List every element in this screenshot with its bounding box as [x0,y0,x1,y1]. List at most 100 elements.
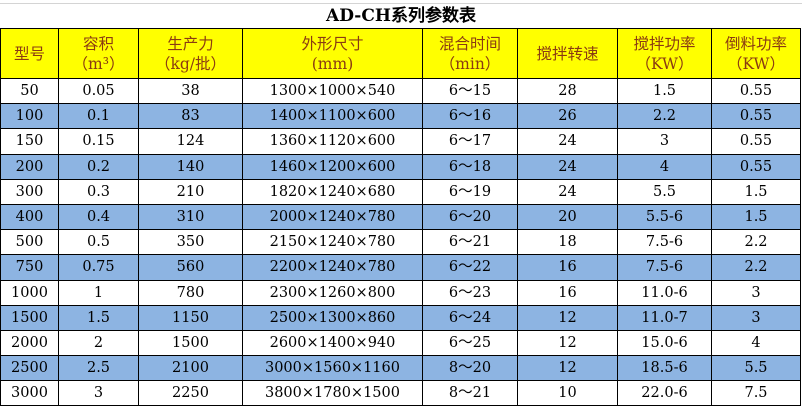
cell-mixing-time[interactable]: 6～15 [422,77,518,105]
cell-stir-power[interactable]: 11.0-6 [617,279,712,306]
cell-model[interactable]: 2000 [0,329,59,357]
cell-model[interactable]: 750 [0,254,59,281]
cell-stir-power[interactable]: 4 [617,153,712,180]
cell-discharge-power[interactable]: 3 [711,304,801,331]
cell-volume[interactable]: 0.75 [58,254,139,281]
cell-volume[interactable]: 0.4 [58,203,139,231]
cell-capacity[interactable]: 210 [138,178,243,205]
cell-volume[interactable]: 2.5 [58,355,139,382]
cell-volume[interactable]: 2 [58,329,139,357]
cell-stir-speed[interactable]: 24 [517,153,618,180]
cell-discharge-power[interactable]: 0.55 [711,103,801,130]
cell-mixing-time[interactable]: 6～17 [422,128,518,155]
cell-capacity[interactable]: 2100 [138,355,243,382]
cell-stir-speed[interactable]: 20 [517,203,618,231]
cell-model[interactable]: 2500 [0,355,59,382]
cell-stir-power[interactable]: 2.2 [617,103,712,130]
cell-mixing-time[interactable]: 6～19 [422,178,518,205]
cell-capacity[interactable]: 124 [138,128,243,155]
cell-stir-speed[interactable]: 12 [517,355,618,382]
cell-dimensions[interactable]: 2500×1300×860 [242,304,423,331]
cell-stir-speed[interactable]: 16 [517,254,618,281]
cell-stir-speed[interactable]: 10 [517,380,618,407]
cell-dimensions[interactable]: 1820×1240×680 [242,178,423,205]
cell-stir-power[interactable]: 3 [617,128,712,155]
cell-stir-speed[interactable]: 26 [517,103,618,130]
cell-stir-speed[interactable]: 12 [517,329,618,357]
cell-dimensions[interactable]: 2200×1240×780 [242,254,423,281]
cell-model[interactable]: 150 [0,128,59,155]
cell-mixing-time[interactable]: 6～21 [422,229,518,256]
cell-stir-speed[interactable]: 18 [517,229,618,256]
cell-dimensions[interactable]: 2300×1260×800 [242,279,423,306]
cell-capacity[interactable]: 1500 [138,329,243,357]
header-dimensions[interactable]: 外形尺寸 (mm) [242,28,423,79]
cell-stir-power[interactable]: 7.5-6 [617,254,712,281]
cell-dimensions[interactable]: 1360×1120×600 [242,128,423,155]
cell-stir-power[interactable]: 5.5 [617,178,712,205]
cell-capacity[interactable]: 780 [138,279,243,306]
cell-model[interactable]: 1500 [0,304,59,331]
cell-volume[interactable]: 0.15 [58,128,139,155]
cell-volume[interactable]: 0.3 [58,178,139,205]
cell-mixing-time[interactable]: 8～20 [422,355,518,382]
cell-stir-power[interactable]: 18.5-6 [617,355,712,382]
cell-discharge-power[interactable]: 0.55 [711,153,801,180]
cell-stir-power[interactable]: 1.5 [617,77,712,105]
cell-volume[interactable]: 0.1 [58,103,139,130]
cell-stir-speed[interactable]: 28 [517,77,618,105]
cell-mixing-time[interactable]: 6～20 [422,203,518,231]
cell-discharge-power[interactable]: 7.5 [711,380,801,407]
cell-mixing-time[interactable]: 6～18 [422,153,518,180]
cell-dimensions[interactable]: 2600×1400×940 [242,329,423,357]
cell-mixing-time[interactable]: 8～21 [422,380,518,407]
cell-model[interactable]: 50 [0,77,59,105]
cell-capacity[interactable]: 1150 [138,304,243,331]
header-stir-power[interactable]: 搅拌功率 （KW） [617,28,712,79]
cell-model[interactable]: 3000 [0,380,59,407]
cell-volume[interactable]: 1 [58,279,139,306]
header-stir-speed[interactable]: 搅拌转速 [517,28,618,79]
cell-mixing-time[interactable]: 6～22 [422,254,518,281]
cell-capacity[interactable]: 310 [138,203,243,231]
cell-discharge-power[interactable]: 5.5 [711,355,801,382]
cell-mixing-time[interactable]: 6～24 [422,304,518,331]
cell-dimensions[interactable]: 3800×1780×1500 [242,380,423,407]
cell-stir-speed[interactable]: 12 [517,304,618,331]
header-model[interactable]: 型号 [0,28,59,79]
cell-dimensions[interactable]: 2150×1240×780 [242,229,423,256]
cell-capacity[interactable]: 2250 [138,380,243,407]
cell-discharge-power[interactable]: 0.55 [711,128,801,155]
cell-model[interactable]: 100 [0,103,59,130]
cell-discharge-power[interactable]: 0.55 [711,77,801,105]
cell-stir-power[interactable]: 7.5-6 [617,229,712,256]
cell-dimensions[interactable]: 1300×1000×540 [242,77,423,105]
cell-volume[interactable]: 1.5 [58,304,139,331]
cell-discharge-power[interactable]: 4 [711,329,801,357]
cell-mixing-time[interactable]: 6～25 [422,329,518,357]
cell-capacity[interactable]: 140 [138,153,243,180]
cell-capacity[interactable]: 350 [138,229,243,256]
cell-mixing-time[interactable]: 6～16 [422,103,518,130]
header-capacity[interactable]: 生产力 （kg/批） [138,28,243,79]
cell-discharge-power[interactable]: 1.5 [711,203,801,231]
cell-stir-power[interactable]: 11.0-7 [617,304,712,331]
cell-stir-speed[interactable]: 24 [517,128,618,155]
cell-volume[interactable]: 3 [58,380,139,407]
cell-discharge-power[interactable]: 2.2 [711,254,801,281]
cell-capacity[interactable]: 560 [138,254,243,281]
cell-volume[interactable]: 0.5 [58,229,139,256]
cell-stir-speed[interactable]: 16 [517,279,618,306]
cell-dimensions[interactable]: 3000×1560×1160 [242,355,423,382]
cell-volume[interactable]: 0.05 [58,77,139,105]
cell-volume[interactable]: 0.2 [58,153,139,180]
cell-discharge-power[interactable]: 2.2 [711,229,801,256]
cell-dimensions[interactable]: 2000×1240×780 [242,203,423,231]
cell-dimensions[interactable]: 1460×1200×600 [242,153,423,180]
cell-discharge-power[interactable]: 1.5 [711,178,801,205]
cell-discharge-power[interactable]: 3 [711,279,801,306]
header-discharge-power[interactable]: 倒料功率 （KW） [711,28,801,79]
cell-stir-power[interactable]: 15.0-6 [617,329,712,357]
cell-model[interactable]: 400 [0,203,59,231]
cell-dimensions[interactable]: 1400×1100×600 [242,103,423,130]
